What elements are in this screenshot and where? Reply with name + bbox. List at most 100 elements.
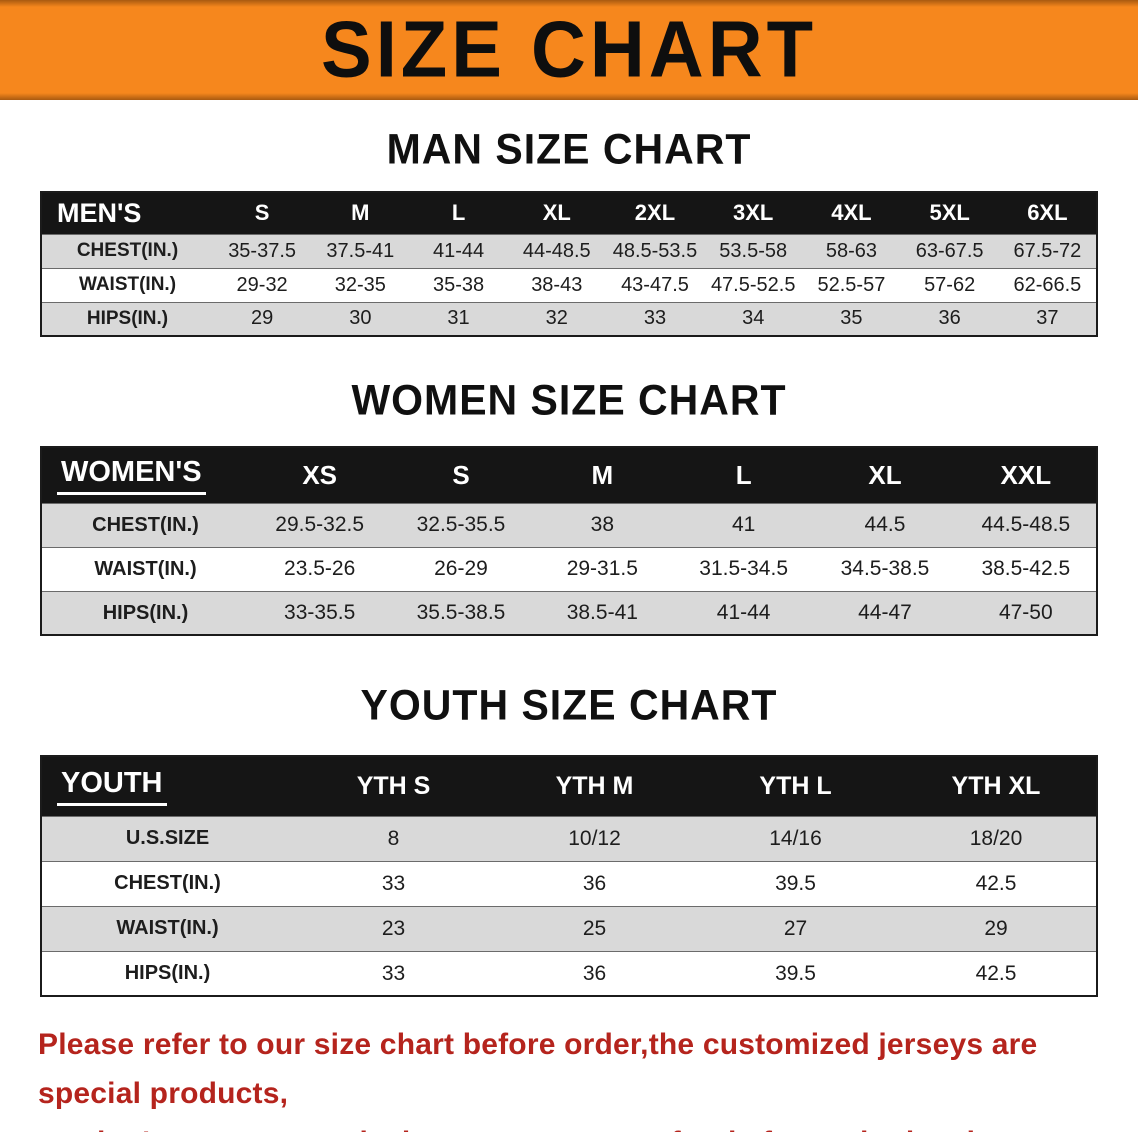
table-header-row: WOMEN'S XS S M L XL XXL — [41, 447, 1097, 504]
table-cell: 34 — [742, 307, 765, 330]
table-cell: 41 — [731, 513, 756, 537]
column-header-label: S — [452, 460, 470, 491]
size-chart-banner-title: SIZE CHART — [321, 4, 817, 95]
row-label: WAIST(IN.) — [78, 274, 177, 296]
column-header: L — [409, 192, 508, 235]
table-cell: 29 — [984, 916, 1008, 940]
table-row: U.S.SIZE 8 10/12 14/16 18/20 — [41, 816, 1097, 862]
womens-size-table: WOMEN'S XS S M L XL XXL CHEST(IN.) 29.5-32.5 32.5… — [40, 446, 1098, 637]
table-cell: 44-47 — [858, 601, 912, 625]
row-label: CHEST(IN.) — [76, 240, 179, 262]
table-header-row: YOUTH YTH S YTH M YTH L YTH XL — [41, 756, 1097, 817]
table-cell: 33 — [643, 307, 667, 330]
table-cell: 18/20 — [969, 826, 1023, 850]
row-label: HIPS(IN.) — [124, 962, 211, 985]
table-cell: 36 — [582, 871, 607, 895]
table-cell: 35 — [840, 307, 863, 330]
table-cell: 25 — [582, 916, 607, 940]
table-cell: 57-62 — [924, 273, 976, 296]
column-header-label: YTH S — [356, 772, 431, 801]
table-header-row: MEN'S S M L XL 2XL 3XL 4XL 5XL 6XL — [41, 192, 1097, 235]
table-cell: 38.5-41 — [566, 601, 638, 625]
youth-size-chart-heading: YOUTH SIZE CHART — [360, 681, 778, 729]
row-label: WAIST(IN.) — [116, 917, 219, 940]
table-cell: 35-38 — [432, 273, 485, 296]
table-cell: 38-43 — [531, 273, 583, 296]
table-cell: 29.5-32.5 — [275, 513, 365, 537]
man-size-chart-heading: MAN SIZE CHART — [386, 125, 752, 173]
table-cell: 33 — [381, 871, 406, 895]
table-cell: 29 — [250, 307, 274, 330]
table-cell: 39.5 — [775, 871, 816, 895]
column-header: S — [390, 447, 532, 504]
table-cell: 36 — [938, 307, 961, 330]
table-cell: 36 — [582, 961, 607, 985]
column-header-label: XXL — [1000, 460, 1052, 491]
disclaimer-text: Please refer to our size chart before or… — [38, 1021, 1100, 1132]
column-header-label: M — [351, 200, 370, 226]
row-label: U.S.SIZE — [125, 827, 210, 850]
table-cell: 41-44 — [716, 601, 771, 625]
row-label: CHEST(IN.) — [114, 872, 221, 895]
table-cell: 26-29 — [434, 557, 488, 581]
table-cell: 67.5-72 — [1013, 239, 1082, 262]
table-cell: 38.5-42.5 — [981, 557, 1071, 581]
table-cell: 62-66.5 — [1013, 273, 1082, 296]
size-chart-banner: SIZE CHART — [0, 0, 1138, 100]
column-header: XL — [507, 192, 606, 235]
table-cell: 34.5-38.5 — [840, 557, 930, 581]
table-row: CHEST(IN.) 33 36 39.5 42.5 — [41, 861, 1097, 907]
table-row: HIPS(IN.) 29 30 31 32 33 34 35 36 37 — [41, 302, 1097, 337]
table-row: CHEST(IN.) 29.5-32.5 32.5-35.5 38 41 44.5 44.5… — [41, 503, 1097, 548]
table-cell: 23.5-26 — [284, 557, 356, 581]
table-cell: 42.5 — [975, 871, 1017, 895]
table-cell: 32 — [545, 307, 568, 330]
table-cell: 32.5-35.5 — [416, 513, 506, 537]
table-cell: 58-63 — [825, 239, 877, 262]
column-header: XXL — [955, 447, 1097, 504]
column-header: 5XL — [900, 192, 999, 235]
table-cell: 29-31.5 — [566, 557, 638, 581]
table-row: CHEST(IN.) 35-37.5 37.5-41 41-44 44-48.5 48.5… — [41, 234, 1097, 269]
table-cell: 63-67.5 — [915, 239, 984, 262]
table-cell: 44-48.5 — [522, 239, 591, 262]
table-cell: 37 — [1036, 307, 1059, 330]
column-header-label: 6XL — [1027, 200, 1068, 226]
row-label: CHEST(IN.) — [92, 513, 199, 536]
table-title-label: WOMEN'S — [57, 456, 206, 496]
column-header: YTH L — [695, 756, 896, 817]
table-cell: 39.5 — [775, 961, 816, 985]
column-header: XS — [249, 447, 391, 504]
column-header: 3XL — [704, 192, 803, 235]
table-row: WAIST(IN.) 29-32 32-35 35-38 38-43 43-47.5 47.… — [41, 268, 1097, 303]
table-cell: 37.5-41 — [326, 239, 395, 262]
row-label: WAIST(IN.) — [94, 557, 197, 580]
disclaimer-line-1: Please refer to our size chart before or… — [38, 1028, 1038, 1111]
table-cell: 47.5-52.5 — [710, 273, 796, 296]
column-header: XL — [814, 447, 956, 504]
table-title-label: YOUTH — [57, 767, 167, 807]
table-title: YOUTH — [41, 756, 293, 817]
table-cell: 35.5-38.5 — [416, 601, 506, 625]
column-header-label: 2XL — [634, 200, 676, 226]
column-header: YTH XL — [896, 756, 1097, 817]
table-cell: 48.5-53.5 — [612, 239, 698, 262]
column-header-label: YTH L — [759, 772, 832, 801]
table-cell: 41-44 — [432, 239, 485, 262]
column-header: M — [311, 192, 410, 235]
youth-size-table: YOUTH YTH S YTH M YTH L YTH XL U.S.SIZE 8 10/12… — [40, 755, 1098, 998]
column-header: YTH M — [494, 756, 695, 817]
column-header-label: 3XL — [733, 200, 774, 226]
column-header-label: XS — [302, 460, 337, 491]
column-header: L — [672, 447, 815, 504]
column-header-label: YTH M — [555, 772, 634, 801]
table-cell: 8 — [387, 826, 400, 850]
table-title-label: MEN'S — [57, 197, 142, 228]
column-header: 4XL — [802, 192, 901, 235]
column-header-label: M — [591, 460, 614, 491]
table-row: WAIST(IN.) 23.5-26 26-29 29-31.5 31.5-34.5 34… — [41, 547, 1097, 592]
table-cell: 31 — [447, 307, 470, 330]
column-header: 2XL — [605, 192, 705, 235]
table-cell: 29-32 — [236, 273, 288, 296]
table-cell: 33-35.5 — [284, 601, 356, 625]
